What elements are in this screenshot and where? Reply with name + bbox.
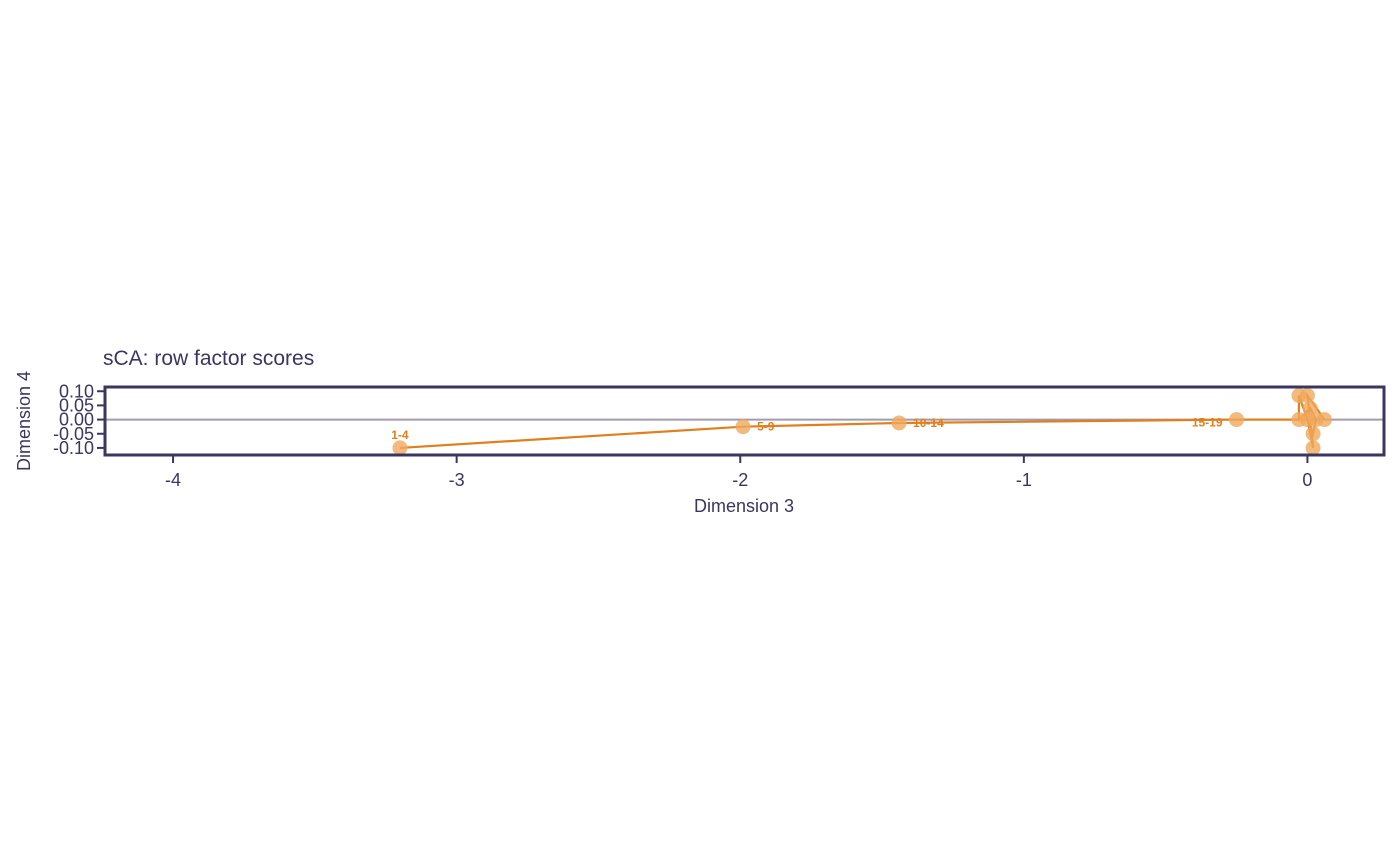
x-axis: -4 -3 -2 -1 0 xyxy=(165,456,1312,490)
y-tick-label-2: 0.00 xyxy=(59,410,94,430)
point-labels: 1-4 5-9 10-14 15-19 xyxy=(391,416,1223,442)
data-point-10 xyxy=(1316,412,1332,428)
data-points xyxy=(392,388,1332,456)
data-point-5 xyxy=(1299,388,1315,403)
point-label-3: 15-19 xyxy=(1192,416,1223,430)
plot-area: 1-4 5-9 10-14 15-19 xyxy=(105,388,1384,456)
data-point-12 xyxy=(1305,440,1321,456)
point-label-0: 1-4 xyxy=(391,428,409,442)
data-point-0 xyxy=(392,440,408,456)
x-tick-label-0: -4 xyxy=(165,470,181,490)
point-label-2: 10-14 xyxy=(913,416,944,430)
chart-title: sCA: row factor scores xyxy=(103,347,314,370)
x-axis-title: Dimension 3 xyxy=(694,496,794,516)
data-point-3 xyxy=(1229,412,1245,428)
y-tick-label-3: -0.05 xyxy=(53,424,94,444)
y-axis-title: Dimension 4 xyxy=(14,371,34,471)
data-point-6 xyxy=(1302,400,1318,416)
x-tick-label-1: -3 xyxy=(449,470,465,490)
series-line xyxy=(399,391,1326,450)
x-tick-label-2: -2 xyxy=(732,470,748,490)
x-tick-label-4: 0 xyxy=(1302,470,1312,490)
y-tick-label-0: 0.10 xyxy=(59,381,94,401)
panel-border xyxy=(103,385,1386,457)
point-label-1: 5-9 xyxy=(757,420,775,434)
x-tick-label-3: -1 xyxy=(1016,470,1032,490)
y-tick-label-1: 0.05 xyxy=(59,395,94,415)
data-point-11 xyxy=(1305,426,1321,442)
data-point-2 xyxy=(891,415,907,431)
y-tick-label-4: -0.10 xyxy=(53,438,94,458)
y-axis: 0.100.050.00-0.05-0.10 xyxy=(53,381,104,458)
data-point-1 xyxy=(735,419,751,435)
